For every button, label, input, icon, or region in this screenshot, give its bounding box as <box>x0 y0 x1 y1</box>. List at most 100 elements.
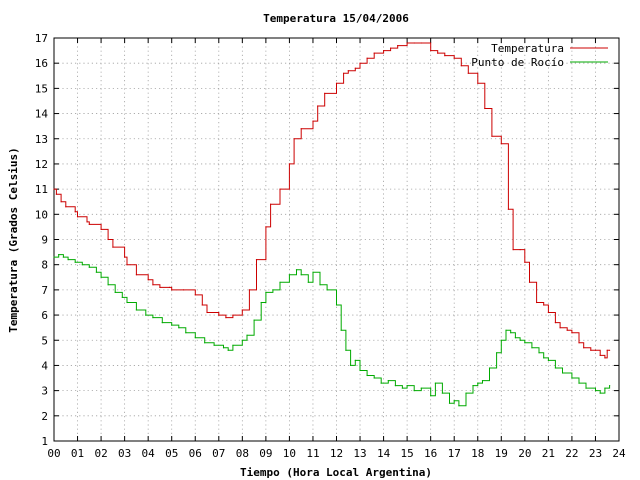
data-point <box>554 322 557 324</box>
data-point <box>507 208 509 210</box>
data-point <box>324 92 326 94</box>
y-tick-label: 13 <box>35 133 48 146</box>
x-tick-label: 17 <box>448 447 461 460</box>
data-point <box>58 254 60 256</box>
data-point <box>60 201 62 203</box>
y-tick-label: 2 <box>41 410 48 423</box>
data-point <box>319 284 321 286</box>
y-tick-label: 14 <box>35 108 49 121</box>
grid-lines <box>54 38 619 441</box>
data-point <box>279 188 281 190</box>
x-tick-label: 21 <box>542 447 555 460</box>
data-point <box>53 256 55 258</box>
data-point <box>114 291 116 293</box>
data-point <box>441 392 443 394</box>
data-point <box>312 271 314 273</box>
data-point <box>472 385 474 387</box>
data-point <box>74 261 76 263</box>
data-point <box>383 50 385 52</box>
data-point <box>488 367 491 369</box>
data-point <box>107 238 109 241</box>
data-point <box>126 264 128 266</box>
x-tick-label: 22 <box>565 447 578 460</box>
data-point <box>62 256 64 258</box>
x-tick-label: 13 <box>353 447 366 460</box>
data-point <box>126 301 128 304</box>
data-point <box>413 390 415 392</box>
data-point <box>135 274 137 276</box>
series-lines <box>53 42 611 407</box>
data-point <box>571 377 573 379</box>
data-point <box>100 276 102 278</box>
x-tick-label: 06 <box>189 447 202 460</box>
data-point <box>260 301 262 304</box>
x-tick-label: 01 <box>71 447 84 460</box>
data-point <box>248 289 250 291</box>
data-point <box>477 82 479 84</box>
x-tick-label: 08 <box>236 447 249 460</box>
chart-title: Temperatura 15/04/2006 <box>263 12 409 25</box>
y-tick-label: 17 <box>35 32 48 45</box>
data-point <box>578 382 580 384</box>
data-point <box>182 289 185 291</box>
data-point <box>609 349 611 351</box>
data-point <box>481 380 484 382</box>
x-tick-label: 10 <box>283 447 296 460</box>
data-point <box>225 317 227 319</box>
data-point <box>335 82 338 84</box>
data-point <box>204 342 206 344</box>
data-point <box>194 337 196 339</box>
data-point <box>295 269 298 271</box>
data-point <box>347 70 349 72</box>
data-point <box>121 296 123 298</box>
data-point <box>112 246 114 248</box>
x-axis-ticks: 00 01 02 03 04 05 06 07 08 09 10 11 12 13 14 15 16 17 18 19… <box>47 38 626 460</box>
data-point <box>241 339 243 341</box>
y-tick-label: 7 <box>41 284 48 297</box>
y-tick-label: 1 <box>41 435 48 448</box>
data-point <box>430 50 432 52</box>
data-point <box>107 284 109 286</box>
x-tick-label: 11 <box>306 447 319 460</box>
data-point <box>194 294 196 296</box>
data-point <box>350 364 352 366</box>
data-point <box>448 402 451 404</box>
x-tick-label: 04 <box>142 447 156 460</box>
data-point <box>547 359 550 361</box>
data-point <box>53 188 55 190</box>
data-point <box>467 72 469 74</box>
data-point <box>500 143 502 145</box>
data-point <box>401 387 403 389</box>
data-point <box>300 274 302 276</box>
data-point <box>505 329 507 331</box>
data-point <box>81 264 83 266</box>
data-point <box>145 314 147 316</box>
data-point <box>420 42 422 44</box>
x-axis-label: Tiempo (Hora Local Argentina) <box>240 466 432 479</box>
data-point <box>343 72 345 74</box>
data-point <box>559 327 561 329</box>
x-tick-label: 05 <box>165 447 178 460</box>
data-point <box>147 279 149 281</box>
data-point <box>514 337 517 339</box>
data-point <box>288 274 290 276</box>
data-point <box>201 304 203 306</box>
data-point <box>312 120 314 122</box>
data-point <box>394 385 396 387</box>
data-point <box>335 304 338 306</box>
data-point <box>232 344 234 346</box>
data-point <box>519 249 521 251</box>
data-point <box>373 52 375 54</box>
y-tick-label: 8 <box>41 259 48 272</box>
data-point <box>453 400 455 402</box>
data-point <box>95 271 97 273</box>
x-tick-label: 14 <box>377 447 391 460</box>
data-point <box>152 284 154 286</box>
data-point <box>124 256 126 258</box>
data-point <box>88 266 90 268</box>
data-point <box>76 216 79 218</box>
data-point <box>578 342 580 344</box>
data-point <box>307 281 309 283</box>
data-point <box>288 163 290 165</box>
data-point <box>380 382 382 384</box>
